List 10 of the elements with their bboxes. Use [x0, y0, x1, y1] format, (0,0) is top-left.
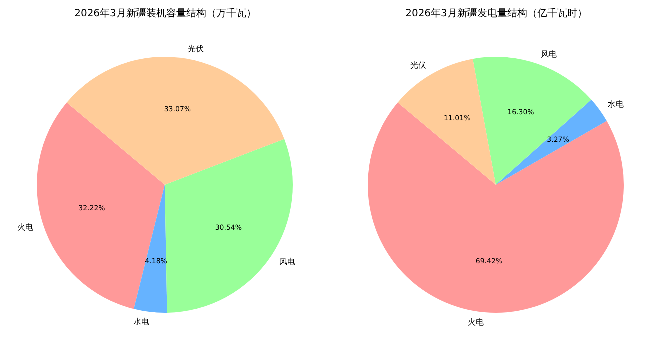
slice-label: 火电 [468, 318, 484, 327]
slice-label: 光伏 [410, 61, 427, 70]
chart-title: 2026年3月新疆装机容量结构（万千瓦） [74, 8, 256, 20]
slice-label: 火电 [18, 223, 34, 232]
slice-label: 风电 [279, 258, 296, 267]
slice-label: 水电 [608, 100, 624, 109]
slice-label: 水电 [133, 318, 150, 327]
slice-label: 风电 [540, 50, 557, 59]
chart-title: 2026年3月新疆发电量结构（亿千瓦时） [406, 8, 588, 20]
slice-label: 光伏 [188, 44, 204, 54]
